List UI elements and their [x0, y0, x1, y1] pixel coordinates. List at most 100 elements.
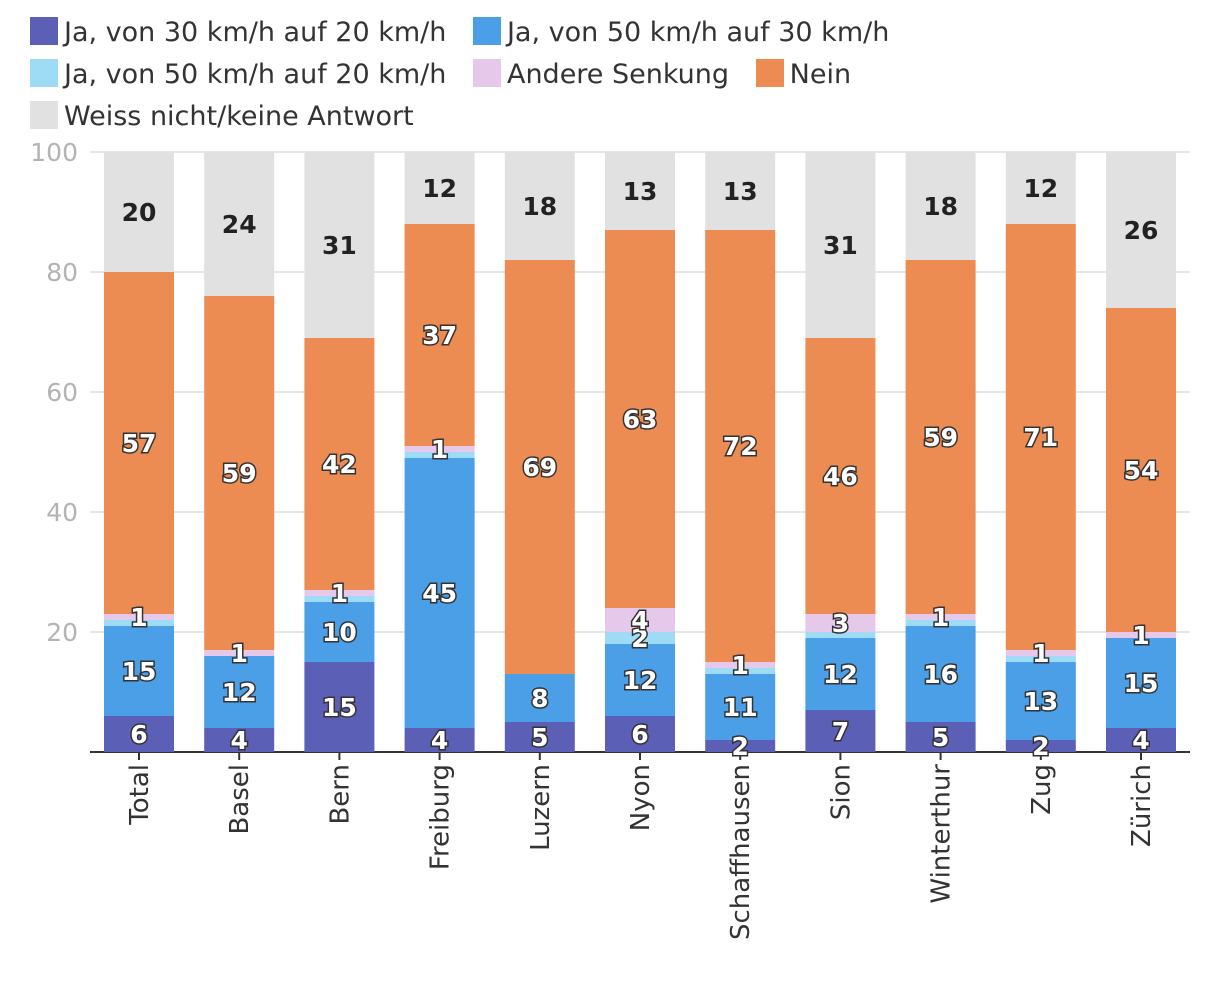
x-category-label: Total	[125, 764, 155, 826]
bar-segment	[605, 644, 675, 716]
data-label: 31	[322, 231, 357, 260]
data-label: 13	[1023, 687, 1058, 716]
bar-segment	[404, 224, 475, 446]
bar-segment	[705, 674, 776, 740]
x-category-label: Nyon	[626, 764, 656, 831]
data-label: 4	[631, 606, 648, 635]
data-label: 26	[1124, 216, 1159, 245]
data-label: 71	[1023, 423, 1058, 452]
data-label: 15	[122, 657, 157, 686]
data-label: 15	[322, 693, 357, 722]
data-label: 2	[731, 732, 748, 761]
bar-segment	[805, 638, 876, 710]
bar-segment	[104, 272, 174, 614]
data-label: 45	[422, 579, 457, 608]
bar-segment	[404, 452, 475, 458]
bar-segment	[304, 590, 375, 596]
bar-segment	[805, 152, 876, 338]
bar-segment	[404, 152, 475, 224]
bar-segment	[1005, 740, 1076, 752]
legend-item-weiss-nicht[interactable]: Weiss nicht/keine Antwort	[30, 96, 414, 138]
data-label: 2	[1032, 732, 1049, 761]
y-tick-label: 80	[46, 258, 78, 287]
y-tick-label: 40	[46, 498, 78, 527]
data-label: 16	[923, 660, 958, 689]
data-label: 18	[923, 192, 958, 221]
bar-segment	[805, 632, 876, 638]
bar-segment	[805, 614, 876, 632]
data-label: 18	[522, 192, 557, 221]
bar-segment	[905, 614, 976, 620]
data-label: 12	[222, 678, 257, 707]
data-label: 69	[522, 453, 557, 482]
bar-segment	[705, 662, 776, 668]
bar-segment	[404, 728, 475, 752]
bar-segment	[905, 722, 976, 752]
legend-item-ja-50-30[interactable]: Ja, von 50 km/h auf 30 km/h	[472, 12, 889, 54]
x-category-label: Basel	[225, 764, 255, 835]
x-axis-categories: Total Basel Bern Freiburg Luzern Nyon Schaffha…	[125, 764, 1157, 940]
legend-label: Weiss nicht/keine Antwort	[64, 101, 414, 132]
data-label: 59	[222, 459, 257, 488]
legend-item-nein[interactable]: Nein	[755, 54, 851, 96]
bar-segment	[504, 722, 575, 752]
data-label: 63	[623, 405, 658, 434]
bar-segment	[404, 446, 475, 452]
data-label: 57	[122, 429, 157, 458]
legend-item-ja-50-20[interactable]: Ja, von 50 km/h auf 20 km/h	[30, 54, 446, 96]
bar-segment	[304, 596, 375, 602]
x-category-label: Bern	[325, 764, 355, 825]
x-category-label: Freiburg	[426, 764, 456, 870]
bar-segment	[605, 716, 675, 752]
legend-swatch	[30, 59, 58, 87]
data-label: 8	[531, 684, 548, 713]
bar-segment	[504, 260, 575, 674]
bar-segment	[304, 338, 375, 590]
bar-segment	[1106, 152, 1176, 308]
data-label: 20	[122, 198, 157, 227]
bar-segment	[705, 152, 776, 230]
legend-swatch	[755, 59, 784, 87]
bar-segment	[104, 614, 174, 620]
data-label: 15	[1124, 669, 1159, 698]
data-label: 6	[631, 720, 648, 749]
data-label: 1	[130, 603, 147, 632]
data-label: 59	[923, 423, 958, 452]
data-label: 13	[623, 177, 658, 206]
x-category-label: Schaffhausen	[726, 764, 756, 940]
bar-segment	[1106, 638, 1176, 728]
y-tick-label: 60	[46, 378, 78, 407]
bar-segment	[905, 626, 976, 722]
chart-legend: Ja, von 30 km/h auf 20 km/h Ja, von 50 k…	[30, 12, 1205, 138]
y-tick-label: 20	[46, 618, 78, 647]
bars	[104, 152, 1176, 752]
bar-segment	[1005, 152, 1076, 224]
bar-segment	[1005, 224, 1076, 650]
data-label: 11	[723, 693, 758, 722]
bar-segment	[1005, 656, 1076, 662]
data-label: 37	[422, 321, 457, 350]
data-label: 24	[222, 210, 257, 239]
x-category-label: Sion	[826, 764, 856, 820]
bar-segment	[905, 152, 976, 260]
data-label: 72	[723, 432, 758, 461]
data-label: 1	[1032, 639, 1049, 668]
x-category-label: Winterthur	[927, 764, 957, 904]
y-tick-label: 100	[30, 138, 78, 167]
bar-segment	[605, 608, 675, 632]
data-label: 1	[431, 435, 448, 464]
legend-item-ja-30-20[interactable]: Ja, von 30 km/h auf 20 km/h	[30, 12, 446, 54]
bar-segment	[805, 338, 876, 614]
legend-item-andere-senkung[interactable]: Andere Senkung	[472, 54, 729, 96]
data-label: 1	[932, 603, 949, 632]
y-axis-ticks: 20 40 60 80 100	[30, 138, 78, 647]
bar-segment	[304, 662, 375, 752]
x-category-label: Zug	[1027, 764, 1057, 815]
data-label: 1	[1132, 621, 1149, 650]
bar-segment	[204, 728, 275, 752]
legend-label: Ja, von 50 km/h auf 20 km/h	[64, 59, 447, 90]
data-label: 12	[1023, 174, 1058, 203]
bar-segment	[605, 632, 675, 644]
data-label: 4	[431, 726, 448, 755]
